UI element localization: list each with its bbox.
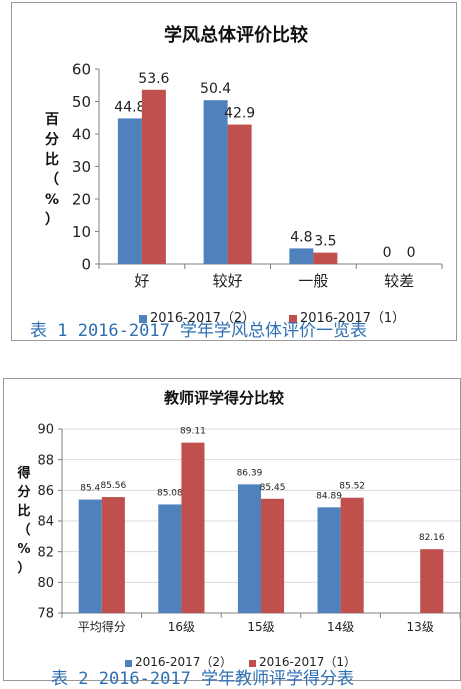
y-axis-label-char: %: [45, 192, 59, 208]
data-label: 85.4: [80, 484, 100, 494]
y-axis-label-char: 得: [16, 465, 30, 481]
bar: [158, 504, 182, 613]
y-axis-label-char: 百: [45, 112, 59, 128]
data-label: 85.45: [260, 483, 286, 493]
bar: [261, 498, 285, 613]
bar: [313, 252, 338, 264]
chart-student-style-evaluation: 学风总体评价比较 0 10 20 30 40 50 60 好 较好 一般 较差 百分比 （% ） 44.8 50…: [11, 2, 457, 341]
data-label: 82.16: [419, 533, 445, 543]
y-axis-label-char: 分: [45, 132, 59, 148]
data-label: 50.4: [200, 81, 231, 97]
legend-swatch: [289, 315, 297, 323]
bar: [227, 124, 252, 264]
data-label: 85.56: [100, 481, 126, 491]
y-tick-label: 60: [72, 60, 91, 78]
bar: [420, 549, 444, 613]
y-tick-label: 0: [81, 255, 91, 273]
bar: [317, 507, 341, 613]
legend-label: 2016-2017（2）: [135, 655, 232, 669]
x-category-label: 16级: [168, 620, 195, 634]
legend-label: 2016-2017（1）: [259, 655, 356, 669]
x-category-label: 14级: [327, 620, 354, 634]
legend-swatch: [249, 660, 256, 667]
data-label: 0: [407, 245, 416, 261]
y-tick-label: 78: [37, 607, 54, 622]
chart-title: 学风总体评价比较: [164, 24, 308, 46]
y-axis-label-char: ）: [45, 212, 59, 228]
data-label: 86.39: [237, 468, 263, 478]
data-label: 0: [383, 245, 392, 261]
legend-swatch: [125, 660, 132, 667]
x-category-label: 较好: [213, 272, 243, 290]
bar: [141, 89, 166, 264]
data-label: 85.52: [339, 482, 365, 492]
bar: [101, 497, 125, 613]
y-tick-label: 88: [37, 453, 54, 468]
y-tick-label: 86: [37, 484, 54, 499]
data-label: 84.89: [316, 491, 342, 501]
y-tick-label: 40: [72, 125, 91, 143]
chart2-svg: 教师评学得分比较 78 80 82 84 86 88 90 平均得分 16级 15级 14级 13级 得分…: [16, 389, 460, 669]
y-tick-label: 30: [72, 158, 91, 176]
chart1-svg: 学风总体评价比较 0 10 20 30 40 50 60 好 较好 一般 较差 百分比 （% ） 44.8 50…: [45, 24, 443, 326]
y-tick-label: 84: [37, 515, 54, 530]
bar: [181, 442, 205, 613]
y-tick-label: 80: [37, 576, 54, 591]
x-category-label: 一般: [298, 272, 328, 290]
data-label: 42.9: [224, 106, 255, 122]
bar: [340, 497, 364, 613]
y-axis-label-char: %: [17, 542, 30, 557]
data-label: 89.11: [180, 427, 206, 437]
legend-label: 2016-2017（2）: [150, 311, 255, 326]
y-axis-label-char: 比: [17, 503, 30, 519]
chart-teacher-evaluation-scores: 教师评学得分比较 78 80 82 84 86 88 90 平均得分 16级 15级 14级 13级 得分…: [3, 378, 461, 681]
y-axis-label-char: （: [17, 522, 30, 538]
x-category-label: 较差: [384, 272, 414, 290]
y-axis-label-char: 比: [45, 151, 59, 168]
x-category-label: 13级: [407, 620, 434, 634]
x-category-label: 15级: [247, 620, 274, 634]
chart2-caption: 表 2 2016-2017 学年教师评学得分表: [51, 669, 355, 689]
bar: [289, 248, 314, 264]
y-tick-label: 82: [37, 545, 54, 560]
legend-label: 2016-2017（1）: [300, 311, 405, 326]
chart1-caption: 表 1 2016-2017 学年学风总体评价一览表: [30, 321, 368, 341]
y-tick-label: 50: [72, 93, 91, 111]
data-label: 85.08: [157, 488, 183, 498]
x-category-label: 好: [134, 272, 149, 290]
y-axis-label-char: ）: [17, 560, 30, 576]
data-label: 3.5: [314, 234, 336, 250]
y-axis-label-char: 分: [17, 484, 30, 500]
bar: [237, 484, 261, 613]
bar: [117, 118, 142, 265]
y-tick-label: 20: [72, 190, 91, 208]
chart-title: 教师评学得分比较: [163, 389, 284, 407]
data-label: 53.6: [138, 71, 169, 87]
bar: [78, 499, 102, 613]
bar: [203, 100, 228, 264]
y-axis-label-char: （: [45, 172, 59, 188]
x-category-label: 平均得分: [78, 619, 126, 634]
legend-swatch: [139, 315, 147, 323]
y-tick-label: 10: [72, 223, 91, 241]
data-label: 44.8: [114, 99, 145, 115]
data-label: 4.8: [290, 229, 312, 245]
y-tick-label: 90: [37, 423, 54, 438]
